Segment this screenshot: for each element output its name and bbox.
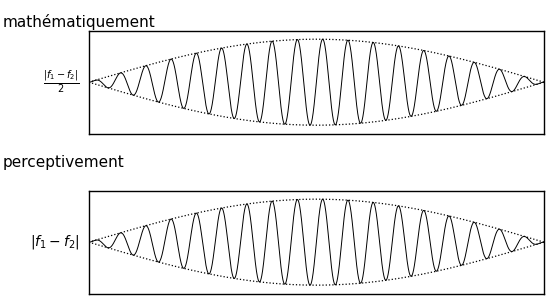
Text: mathématiquement: mathématiquement <box>3 14 155 30</box>
Text: perceptivement: perceptivement <box>3 155 124 170</box>
Y-axis label: $\frac{|f_1-f_2|}{2}$: $\frac{|f_1-f_2|}{2}$ <box>43 69 80 95</box>
Y-axis label: $|f_1-f_2|$: $|f_1-f_2|$ <box>30 233 80 251</box>
